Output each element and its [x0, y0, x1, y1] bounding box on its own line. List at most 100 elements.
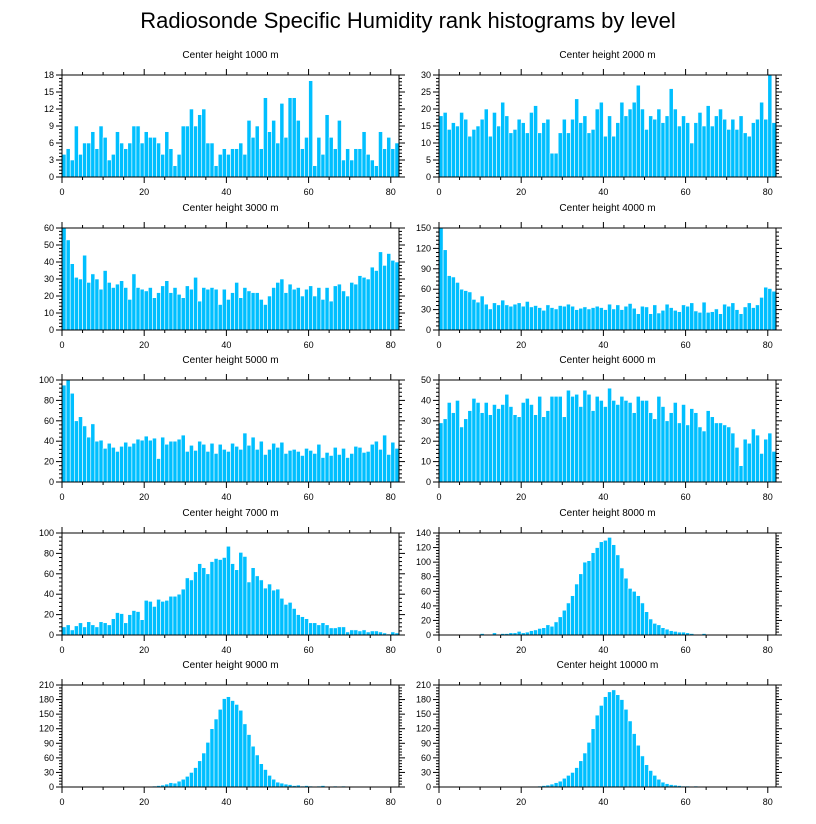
histogram-bar — [119, 445, 124, 483]
histogram-bar — [382, 434, 387, 483]
histogram-bar — [320, 154, 326, 178]
histogram-bar — [578, 406, 584, 483]
histogram-bar — [705, 105, 711, 178]
histogram-bar — [570, 305, 575, 331]
histogram-bar — [586, 393, 592, 483]
histogram-bar — [250, 292, 256, 331]
histogram-bar — [111, 618, 116, 636]
histogram-bar — [475, 402, 481, 483]
histogram-bar — [524, 398, 530, 483]
histogram-bar — [537, 396, 543, 483]
histogram-bar — [291, 608, 297, 636]
histogram-bar — [705, 410, 711, 483]
histogram-bar — [337, 283, 342, 331]
histogram-bar — [312, 295, 318, 331]
histogram-bar — [635, 744, 641, 788]
histogram-bar — [263, 587, 268, 636]
histogram-bar — [86, 621, 92, 636]
histogram-bar — [533, 414, 538, 483]
histogram-panel: Center height 5000 m 0 20 40 60 80 0 20 40 60 80 10… — [39, 355, 405, 502]
histogram-bar — [488, 414, 493, 483]
histogram-bar — [697, 112, 703, 178]
histogram-bar — [246, 734, 252, 788]
x-tick-label: 20 — [139, 492, 149, 502]
histogram-bar — [139, 439, 145, 483]
x-tick-label: 80 — [763, 187, 773, 197]
histogram-bar — [295, 451, 301, 483]
histogram-bar — [197, 300, 203, 331]
histogram-bar — [250, 436, 256, 483]
histogram-bar — [664, 783, 670, 788]
histogram-bar — [316, 287, 322, 331]
y-tick-label: 20 — [421, 104, 431, 114]
histogram-bar — [168, 440, 174, 483]
histogram-bar — [714, 115, 719, 178]
histogram-bar — [545, 118, 551, 178]
histogram-bar — [479, 118, 485, 178]
histogram-bar — [332, 148, 338, 178]
histogram-bar — [656, 312, 662, 331]
histogram-bar — [234, 704, 240, 788]
histogram-bar — [378, 131, 383, 178]
y-tick-label: 50 — [44, 240, 54, 250]
histogram-bar — [263, 304, 268, 331]
histogram-bar — [451, 122, 456, 178]
histogram-bar — [615, 404, 621, 483]
plot-frame — [438, 227, 777, 331]
histogram-bar — [648, 313, 654, 331]
histogram-bar — [213, 558, 219, 636]
histogram-bar — [361, 276, 367, 331]
histogram-bar — [561, 305, 567, 331]
histogram-bar — [324, 452, 330, 483]
x-tick-label: 20 — [516, 492, 526, 502]
histogram-bar — [668, 307, 674, 331]
figure-title: Radiosonde Specific Humidity rank histog… — [140, 8, 676, 33]
histogram-bar — [361, 629, 367, 636]
panel-title: Center height 7000 m — [182, 508, 278, 519]
histogram-bar — [619, 309, 625, 331]
histogram-bar — [467, 135, 473, 178]
x-tick-label: 80 — [386, 340, 396, 350]
histogram-bar — [82, 425, 87, 483]
histogram-bar — [496, 408, 501, 483]
histogram-bar — [361, 131, 367, 178]
y-tick-label: 0 — [426, 630, 431, 640]
plot-frame — [438, 684, 777, 788]
histogram-bar — [312, 453, 318, 483]
histogram-bar — [193, 767, 198, 788]
histogram-bar — [341, 159, 346, 178]
x-tick-label: 40 — [221, 645, 231, 655]
histogram-bar — [242, 154, 248, 178]
histogram-bar — [566, 775, 571, 788]
histogram-bar — [283, 137, 289, 178]
histogram-bar — [631, 307, 637, 331]
histogram-bar — [627, 402, 633, 483]
histogram-bar — [759, 101, 764, 178]
histogram-bar — [127, 299, 133, 331]
histogram-bar — [193, 125, 198, 178]
histogram-bar — [61, 384, 67, 483]
histogram-bar — [631, 101, 637, 178]
histogram-bar — [660, 309, 666, 331]
histogram-bar — [230, 563, 235, 636]
histogram-bar — [78, 278, 83, 331]
histogram-bar — [561, 118, 567, 178]
histogram-bar — [275, 781, 281, 788]
y-tick-label: 40 — [44, 589, 54, 599]
histogram-bar — [90, 624, 96, 636]
histogram-bar — [139, 619, 145, 636]
histogram-bar — [578, 760, 584, 788]
histogram-bar — [127, 614, 133, 636]
histogram-bar — [328, 627, 334, 636]
histogram-bar — [524, 132, 530, 178]
histogram-bar — [365, 451, 371, 483]
histogram-bar — [135, 611, 141, 636]
histogram-bar — [328, 137, 334, 178]
histogram-bar — [238, 297, 244, 331]
histogram-bar — [184, 776, 190, 788]
x-tick-label: 0 — [59, 187, 64, 197]
histogram-bar — [627, 720, 633, 788]
histogram-bar — [566, 602, 571, 636]
histogram-bar — [386, 454, 392, 483]
